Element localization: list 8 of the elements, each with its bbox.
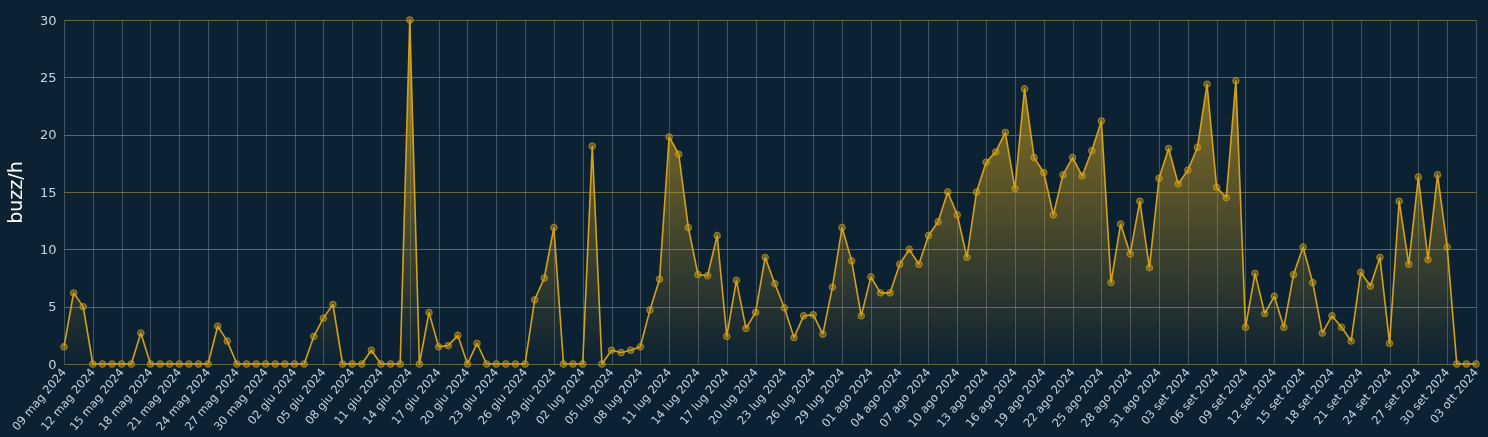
y-axis-title: buzz/h [3,161,26,224]
y-tick-label: 5 [48,299,57,315]
y-tick-label: 10 [39,241,57,257]
y-tick-label: 25 [39,69,57,85]
y-tick-label: 0 [48,356,57,372]
y-tick-label: 15 [39,184,57,200]
y-tick-label: 30 [39,12,57,28]
y-tick-label: 20 [39,127,57,143]
